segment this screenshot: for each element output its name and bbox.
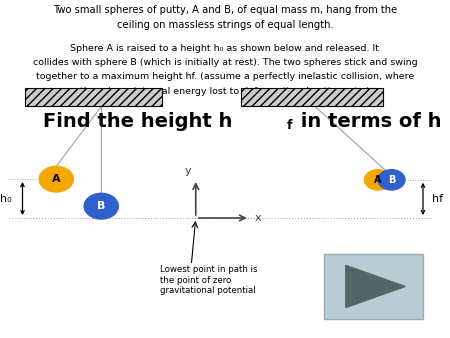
Text: together to a maximum height hf. (assume a perfectly inelastic collision, where: together to a maximum height hf. (assume… [36,72,414,81]
Text: hf: hf [432,194,443,204]
Text: Sphere A is raised to a height h₀ as shown below and released. It: Sphere A is raised to a height h₀ as sho… [71,44,379,53]
Text: collides with sphere B (which is initially at rest). The two spheres stick and s: collides with sphere B (which is initial… [33,58,417,67]
Text: ceiling on massless strings of equal length.: ceiling on massless strings of equal len… [117,20,333,30]
Circle shape [378,170,405,190]
Text: A: A [52,174,61,184]
Polygon shape [346,265,405,308]
Text: A: A [374,175,382,185]
Bar [241,88,382,106]
Circle shape [84,193,118,219]
Text: Two small spheres of putty, A and B, of equal mass m, hang from the: Two small spheres of putty, A and B, of … [53,5,397,15]
Circle shape [364,170,392,190]
Text: h₀: h₀ [0,194,11,203]
Circle shape [39,166,73,192]
Text: in terms of h: in terms of h [294,112,442,131]
Text: Lowest point in path is
the point of zero
gravitational potential: Lowest point in path is the point of zer… [160,265,257,295]
Text: B: B [388,175,395,185]
Text: Find the height h: Find the height h [43,112,232,131]
Text: f: f [287,119,292,132]
Text: there is no internal energy lost to deformation, heating, etc.): there is no internal energy lost to defo… [80,87,370,96]
Bar [241,88,382,106]
Bar [25,88,162,106]
Text: B: B [97,201,105,211]
Bar [324,254,423,319]
Text: x: x [255,213,262,223]
Bar [25,88,162,106]
Text: y: y [184,166,191,176]
